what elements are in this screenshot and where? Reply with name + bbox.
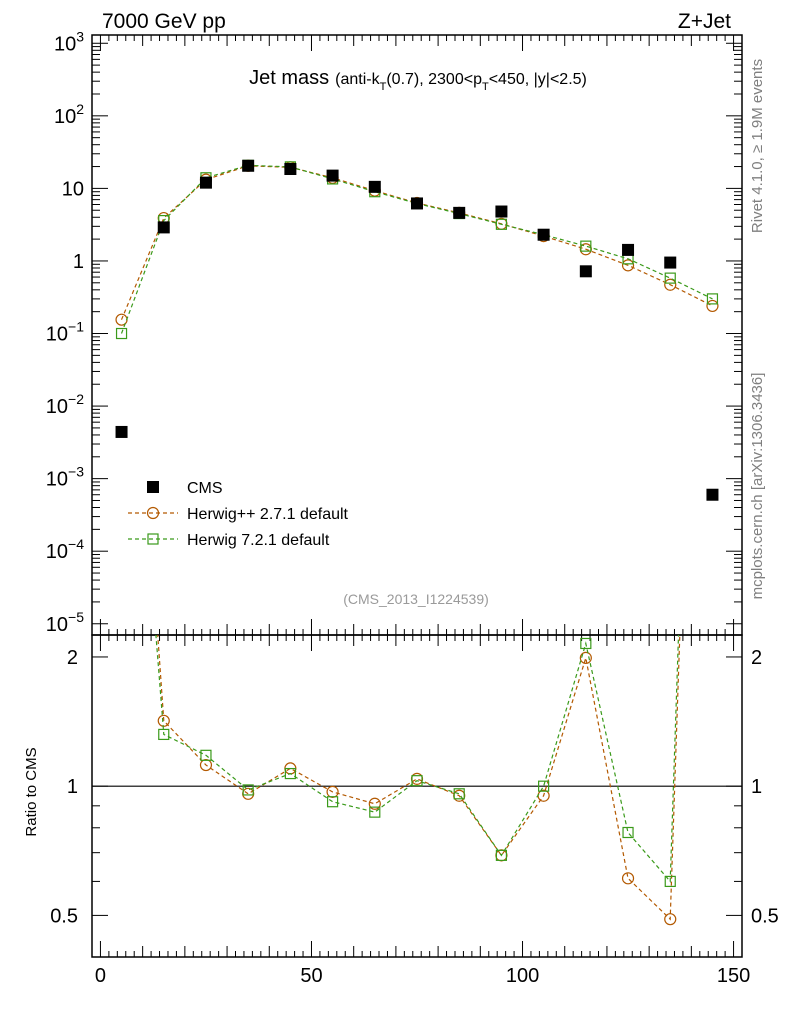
herwig7-point [706, 293, 719, 305]
legend-herwigpp-marker [146, 506, 160, 520]
cms-point [368, 180, 381, 193]
herwigpp-point [621, 259, 635, 272]
y-tick-label: 10 [62, 178, 84, 200]
ratio-herwigpp-point [664, 913, 677, 926]
cms-point [622, 243, 635, 256]
ratio-herwig7-point [495, 849, 508, 861]
title-sub-1: T [380, 81, 387, 93]
cms-point [242, 159, 255, 172]
title-sub-2: T [482, 81, 489, 93]
ratio-y-tick-label: 0.5 [50, 905, 78, 927]
ratio-herwig7-point [117, 197, 127, 207]
x-tick-label: 50 [300, 965, 322, 987]
legend-herwigpp-label: Herwig++ 2.7.1 default [187, 506, 349, 523]
y-tick-label: 10−2 [46, 391, 84, 418]
legend-cms-marker [147, 481, 159, 493]
ratio-herwigpp-point [199, 758, 213, 772]
ratio-herwigpp-point [621, 872, 635, 885]
ratio-herwigpp-point [579, 651, 592, 664]
main-series [115, 159, 719, 501]
y-tick-label: 10−5 [46, 609, 84, 636]
x-tick-label: 100 [506, 965, 539, 987]
ratio-herwig7-point [284, 767, 296, 780]
ratio-herwig7-point [158, 728, 170, 741]
herwig7-point [580, 240, 592, 252]
analysis-id: (CMS_2013_I1224539) [343, 591, 489, 607]
cms-point [411, 197, 423, 210]
cms-point [664, 256, 677, 269]
plot-title: Jet mass (anti-kT(0.7), 2300<pT<450, |y|<… [249, 67, 587, 93]
ratio-herwigpp-point [326, 785, 339, 798]
y-tick-label: 10−1 [46, 319, 84, 346]
y-tick-label: 10−4 [46, 536, 84, 563]
ratio-herwigpp-point [242, 787, 255, 800]
ratio-series [116, 118, 681, 926]
ratio-y-tick-label: 1 [67, 776, 78, 798]
ratio-herwig7-point [622, 826, 634, 839]
ratio-y-tick-label: 2 [67, 647, 78, 669]
title-part-2: (0.7), 2300<p [386, 71, 482, 88]
herwig7-point [664, 272, 676, 284]
herwig7-point [115, 327, 128, 340]
title-main: Jet mass [249, 67, 329, 89]
cms-point [495, 205, 508, 218]
cms-point [453, 206, 466, 219]
ratio-herwig7-point [369, 806, 381, 818]
ratio-herwig7-point [453, 788, 465, 800]
y-tick-label: 10−3 [46, 464, 84, 491]
y-tick-label: 102 [54, 101, 84, 128]
ratio-herwig7-point [411, 775, 423, 787]
ratio-y-tick-label-right: 0.5 [751, 905, 779, 927]
ratio-herwig7-point [580, 637, 592, 650]
y-tick-label: 1 [73, 251, 84, 273]
ratio-herwig7-point [664, 875, 676, 888]
cms-point [706, 488, 719, 501]
cms-point [115, 425, 128, 438]
ratio-axis-ticks: 0.5 0.5 1 1 2 2 0 50 100 150 [50, 635, 779, 987]
cms-point [284, 163, 297, 176]
main-axis-ticks: 10−5 10−4 10−3 10−2 10−1 1 10 102 103 [46, 28, 742, 636]
ratio-y-tick-label-right: 1 [751, 776, 762, 798]
x-tick-label: 150 [717, 965, 750, 987]
herwigpp-point [706, 299, 719, 313]
legend-herwig7-label: Herwig 7.2.1 default [187, 532, 330, 549]
process-label: Z+Jet [678, 10, 731, 33]
ratio-y-tick-label-right: 2 [751, 647, 762, 669]
mcplots-label: mcplots.cern.ch [arXiv:1306.3436] [749, 373, 766, 600]
herwig7-point [495, 218, 508, 230]
cms-point [579, 265, 592, 278]
ratio-herwig7-point [326, 796, 339, 808]
ratio-y-axis-label: Ratio to CMS [23, 747, 40, 836]
x-tick-label: 0 [95, 965, 106, 987]
herwigpp-point [664, 278, 677, 291]
energy-label: 7000 GeV pp [102, 10, 226, 33]
ratio-herwigpp-point [368, 797, 381, 810]
cms-point [199, 176, 212, 189]
cms-point [157, 221, 170, 234]
rivet-label: Rivet 4.1.0, ≥ 1.9M events [749, 59, 766, 233]
ratio-herwig7-point [242, 784, 254, 796]
ratio-herwig7-point [538, 780, 550, 792]
cms-point [326, 169, 339, 182]
legend: CMS Herwig++ 2.7.1 default Herwig 7.2.1 … [128, 480, 349, 549]
title-part-3: <450, |y|<2.5) [489, 71, 587, 88]
legend-herwig7-marker [147, 533, 159, 545]
ratio-herwigpp-point [116, 118, 127, 129]
y-tick-label: 103 [54, 28, 84, 55]
ratio-herwigpp-line [157, 635, 681, 921]
cms-point [537, 228, 550, 241]
title-part-1: (anti-k [335, 71, 380, 88]
legend-cms-label: CMS [187, 480, 223, 497]
ratio-herwig7-line [155, 635, 680, 883]
herwig7-line [120, 164, 713, 334]
ratio-herwigpp-point [410, 772, 424, 785]
ratio-panel-frame [91, 634, 743, 958]
ratio-herwig7-point [200, 749, 212, 761]
herwigpp-line [120, 165, 713, 320]
